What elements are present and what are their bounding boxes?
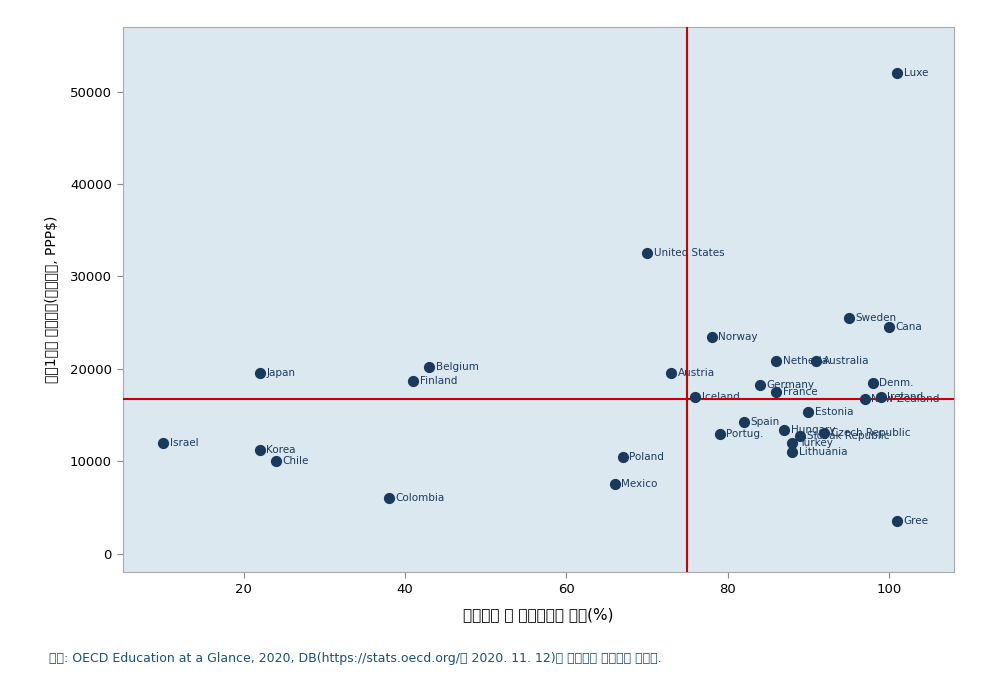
Text: Iceland: Iceland: [702, 391, 739, 401]
Text: Portug.: Portug.: [726, 429, 764, 439]
Point: [769, 356, 784, 367]
Text: Australia: Australia: [823, 357, 869, 366]
Point: [784, 437, 800, 448]
Text: Israel: Israel: [170, 438, 199, 447]
Text: Korea: Korea: [266, 445, 296, 455]
Point: [704, 331, 720, 342]
Text: Turkey: Turkey: [798, 438, 833, 447]
Point: [752, 380, 768, 391]
Text: 출처: OECD Education at a Glance, 2020, DB(https://stats.oecd.org/， 2020. 11. 12)의: 출처: OECD Education at a Glance, 2020, DB…: [49, 652, 662, 665]
Text: Austria: Austria: [677, 368, 715, 378]
Text: Hungary: Hungary: [790, 424, 836, 435]
Text: Cana: Cana: [896, 322, 922, 332]
Point: [784, 447, 800, 458]
Point: [381, 493, 397, 504]
Text: Lithuania: Lithuania: [798, 447, 847, 457]
Point: [890, 68, 905, 79]
Text: Belgium: Belgium: [435, 362, 479, 372]
Text: Estonia: Estonia: [815, 408, 853, 417]
Point: [405, 376, 421, 387]
Text: Norway: Norway: [718, 332, 758, 341]
Point: [712, 428, 727, 439]
Point: [777, 424, 792, 435]
Text: Poland: Poland: [629, 452, 665, 462]
X-axis label: 학부과정 중 국공립학생 비율(%): 학부과정 중 국공립학생 비율(%): [463, 607, 613, 622]
Text: New Zealand: New Zealand: [871, 394, 940, 404]
Point: [800, 407, 816, 418]
Text: Denm.: Denm.: [880, 378, 914, 388]
Y-axis label: 학생1인당 공교육비(고등교육, PPP$): 학생1인당 공교육비(고등교육, PPP$): [44, 216, 59, 383]
Text: Gree: Gree: [903, 517, 929, 526]
Point: [792, 431, 808, 441]
Point: [769, 387, 784, 397]
Point: [252, 368, 267, 379]
Point: [252, 445, 267, 456]
Text: Ireland: Ireland: [888, 391, 923, 401]
Text: Germany: Germany: [767, 380, 815, 391]
Text: Colombia: Colombia: [395, 493, 444, 503]
Text: Sweden: Sweden: [855, 313, 896, 323]
Text: United States: United States: [654, 248, 724, 259]
Point: [422, 362, 437, 372]
Text: Netherla.: Netherla.: [782, 357, 831, 366]
Point: [664, 368, 679, 379]
Point: [615, 451, 631, 462]
Point: [865, 377, 881, 388]
Point: [881, 322, 896, 332]
Text: Spain: Spain: [750, 418, 780, 427]
Point: [639, 248, 655, 259]
Text: Czech Republic: Czech Republic: [831, 428, 910, 437]
Point: [155, 437, 171, 448]
Text: Luxe: Luxe: [903, 68, 928, 79]
Text: Chile: Chile: [282, 456, 309, 466]
Point: [873, 391, 889, 402]
Point: [857, 394, 873, 405]
Text: Japan: Japan: [266, 368, 296, 378]
Text: Slovak Republic: Slovak Republic: [807, 431, 890, 441]
Point: [607, 479, 622, 489]
Point: [687, 391, 703, 402]
Text: Finland: Finland: [420, 376, 457, 386]
Point: [840, 313, 856, 324]
Text: France: France: [782, 387, 817, 397]
Point: [817, 427, 833, 438]
Point: [809, 356, 825, 367]
Point: [890, 516, 905, 527]
Point: [268, 456, 284, 466]
Text: Mexico: Mexico: [621, 479, 658, 489]
Point: [736, 417, 752, 428]
